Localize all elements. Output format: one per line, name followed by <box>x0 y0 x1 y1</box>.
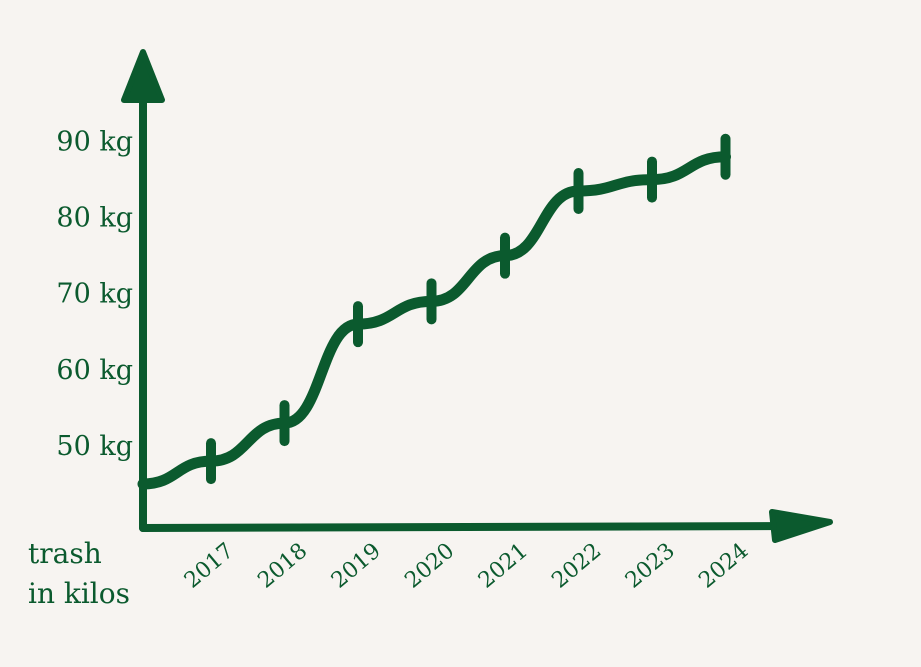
x-axis <box>139 522 804 532</box>
y-tick-label: 50 kg <box>56 431 133 462</box>
x-axis-arrow-icon <box>769 509 833 543</box>
x-tick-label: 2021 <box>474 538 533 593</box>
x-tick-labels: 2017 2018 2019 2020 2021 2022 2023 2024 <box>180 538 753 593</box>
y-tick-labels: 50 kg 60 kg 70 kg 80 kg 90 kg <box>56 127 133 462</box>
x-tick-label: 2022 <box>547 538 606 593</box>
x-tick-label: 2020 <box>400 538 459 593</box>
y-tick-label: 90 kg <box>56 127 133 158</box>
x-tick-label: 2018 <box>253 538 312 593</box>
y-axis-arrow-icon <box>121 49 165 103</box>
x-tick-label: 2017 <box>180 538 239 593</box>
x-tick-label: 2019 <box>327 538 386 593</box>
axes <box>121 49 833 543</box>
x-tick-label: 2024 <box>694 538 753 593</box>
markers-layer <box>206 133 731 485</box>
y-tick-label: 80 kg <box>56 203 133 234</box>
y-tick-label: 60 kg <box>56 355 133 386</box>
y-axis-title-line-2: in kilos <box>28 577 130 610</box>
y-tick-label: 70 kg <box>56 279 133 310</box>
y-axis-title-line-1: trash <box>28 537 102 570</box>
x-tick-label: 2023 <box>621 538 680 593</box>
